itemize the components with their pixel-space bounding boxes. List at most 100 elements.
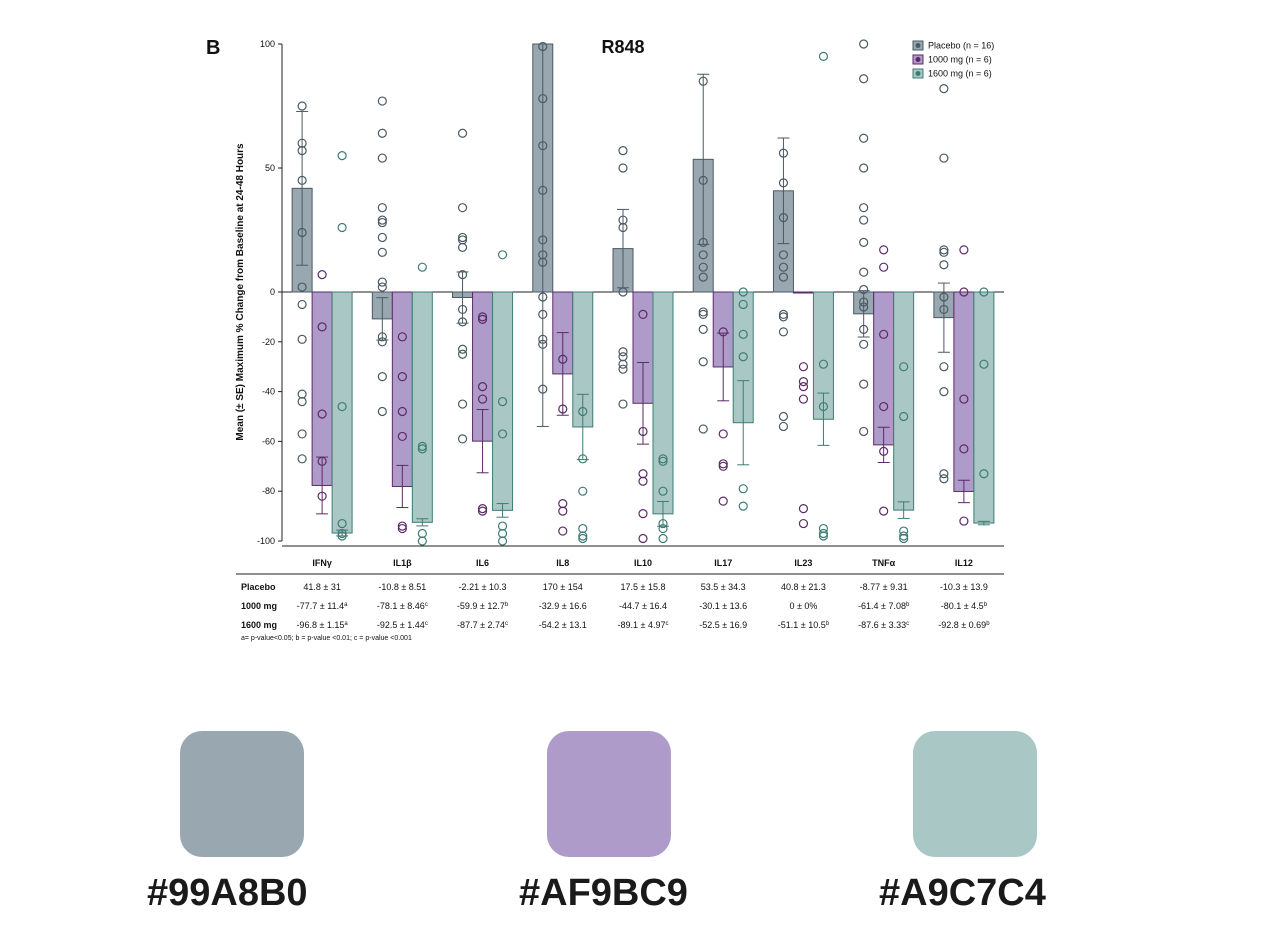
legend-marker [915, 43, 921, 48]
data-point [939, 474, 949, 484]
x-tick-label: IL8 [556, 558, 569, 568]
data-point [618, 364, 628, 374]
x-tick-label: IL6 [476, 558, 489, 568]
data-point [778, 148, 789, 158]
table-cell: 0 ± 0% [789, 601, 817, 611]
x-tick-label: IL12 [955, 558, 973, 568]
data-point [738, 287, 748, 297]
data-point [638, 509, 648, 519]
data-point [859, 297, 869, 307]
data-point [397, 521, 407, 531]
x-tick-label: IL23 [794, 558, 812, 568]
data-point [939, 245, 949, 255]
data-point [477, 382, 488, 392]
data-point [859, 302, 869, 312]
data-point [417, 536, 427, 546]
data-point [457, 434, 468, 444]
table-cell: -32.9 ± 16.6 [539, 601, 587, 611]
table-cell: 170 ± 154 [543, 582, 583, 592]
data-point [538, 185, 548, 195]
table-cell: -80.1 ± 4.5b [941, 601, 988, 611]
y-tick-label: -20 [262, 337, 275, 347]
table-cell: 53.5 ± 34.3 [701, 582, 746, 592]
table-cell: -92.8 ± 0.69b [938, 620, 990, 630]
data-point [477, 394, 488, 404]
panel-label: B [206, 37, 220, 59]
data-point [939, 469, 949, 479]
data-point [618, 359, 628, 369]
data-point [658, 456, 668, 466]
data-point [337, 222, 347, 233]
color-swatch-placebo [180, 731, 304, 857]
data-point [959, 287, 969, 297]
table-cell: -2.21 ± 10.3 [459, 582, 507, 592]
data-point [377, 232, 387, 243]
data-point [778, 272, 789, 282]
data-point [859, 74, 869, 84]
table-cell: -10.3 ± 13.9 [940, 582, 988, 592]
data-point [939, 362, 949, 372]
data-point [879, 329, 889, 339]
data-point [397, 406, 407, 417]
data-point [939, 247, 949, 257]
data-point [497, 521, 508, 531]
x-tick-label: IL10 [634, 558, 652, 568]
y-tick-label: -80 [262, 486, 275, 496]
data-point [457, 128, 468, 138]
legend-label: 1000 mg (n = 6) [928, 55, 992, 65]
table-cell: 17.5 ± 15.8 [621, 582, 666, 592]
data-point [317, 491, 327, 501]
data-point [538, 339, 548, 349]
data-point [538, 141, 548, 151]
data-point [798, 362, 809, 372]
table-row-label: 1000 mg [241, 601, 277, 611]
table-row-label: Placebo [241, 582, 276, 592]
data-point [397, 332, 407, 342]
data-point [698, 175, 708, 185]
data-point [377, 247, 387, 257]
data-point [618, 222, 628, 233]
data-point [778, 178, 789, 188]
data-point [798, 504, 809, 514]
data-point [698, 250, 708, 260]
table-cell: 41.8 ± 31 [303, 582, 340, 592]
data-point [457, 270, 468, 280]
table-cell: -87.6 ± 3.33c [858, 620, 909, 630]
data-point [899, 531, 909, 541]
data-point [538, 235, 548, 245]
data-point [377, 215, 387, 225]
legend-marker [915, 57, 921, 62]
data-point [778, 213, 789, 223]
data-point [578, 454, 588, 464]
data-point [317, 322, 327, 332]
data-point [778, 250, 789, 260]
legend-label: Placebo (n = 16) [928, 41, 994, 51]
data-point [698, 309, 708, 320]
table-footnote: a= p-value<0.05; b = p-value <0.01; c = … [241, 635, 412, 642]
data-point [738, 299, 748, 310]
data-point [698, 424, 708, 434]
data-point [317, 409, 327, 419]
data-point [558, 499, 568, 509]
data-point [297, 282, 307, 292]
data-point [337, 151, 347, 161]
data-point [457, 203, 468, 213]
data-point [297, 227, 307, 238]
chart-title: R848 [601, 37, 644, 57]
data-point [859, 339, 869, 349]
x-tick-label: IL1β [393, 558, 412, 568]
data-point [939, 153, 949, 163]
table-cell: -92.5 ± 1.44c [377, 620, 428, 630]
data-point [457, 304, 468, 315]
data-point [798, 377, 809, 387]
data-point [457, 317, 468, 327]
data-point [578, 533, 588, 544]
data-point [899, 362, 909, 372]
table-cell: 40.8 ± 21.3 [781, 582, 826, 592]
points-group [297, 39, 989, 546]
data-point [798, 382, 809, 392]
data-point [959, 394, 969, 404]
y-axis-label: Mean (± SE) Maximum % Change from Baseli… [235, 143, 246, 441]
data-point [939, 304, 949, 315]
data-point [979, 359, 989, 369]
